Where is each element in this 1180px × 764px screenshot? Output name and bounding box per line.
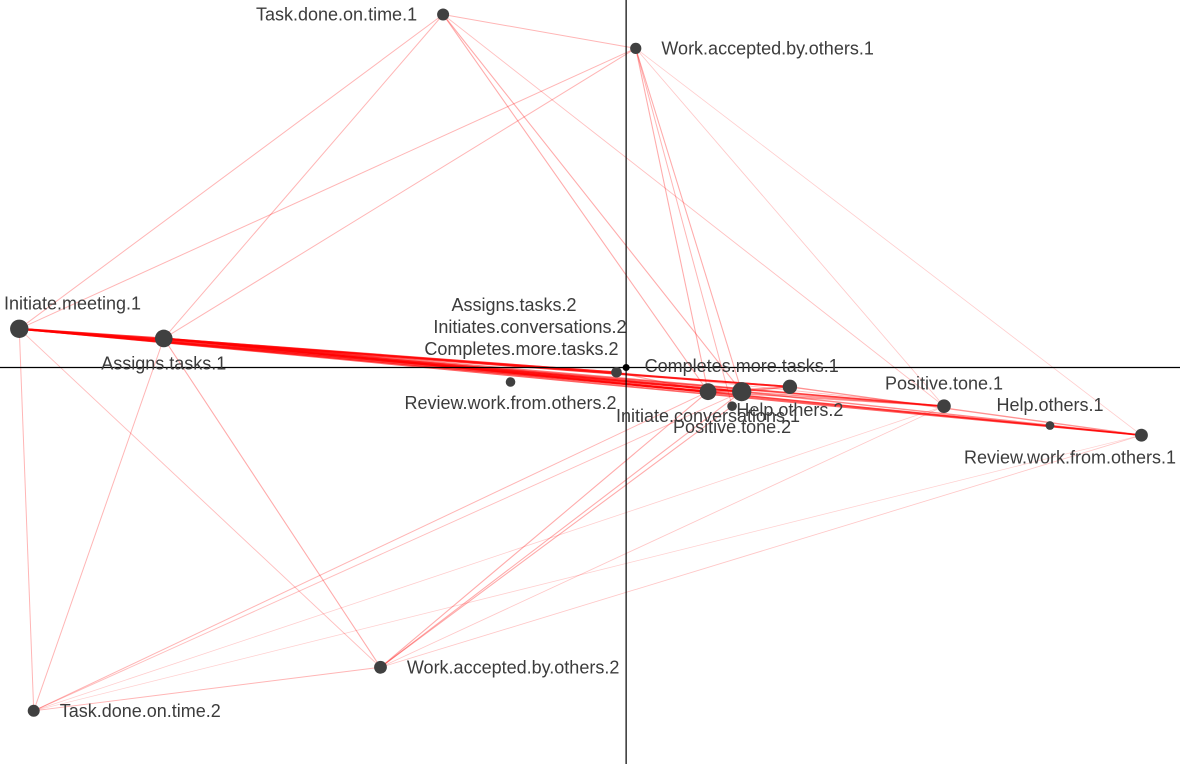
node-point <box>1135 428 1148 442</box>
node-label: Help.others.1 <box>996 395 1103 415</box>
edge-line <box>789 386 1142 436</box>
origin-point <box>622 363 630 371</box>
node-label: Task.done.on.time.1 <box>256 5 417 25</box>
edge-line <box>19 47 636 330</box>
edge-line <box>380 405 945 668</box>
edge-line <box>442 14 743 393</box>
edge-line <box>163 14 444 339</box>
node-label: Review.work.from.others.2 <box>404 393 616 413</box>
edge-line <box>635 48 709 392</box>
edge-line <box>33 434 1142 712</box>
node-label: Completes.more.tasks.2 <box>424 339 618 359</box>
edge-line <box>163 47 637 339</box>
edge-line <box>18 14 444 330</box>
node-point <box>937 399 951 413</box>
node-point <box>630 42 642 54</box>
node-label: Assigns.tasks.2 <box>451 295 576 315</box>
node-label: Task.done.on.time.2 <box>60 701 221 721</box>
edge-line <box>163 337 1142 437</box>
edge-line <box>163 337 617 374</box>
edge-line <box>18 328 381 668</box>
edge-line <box>380 391 709 668</box>
edge-line <box>33 391 742 712</box>
node-label: Initiates.conversations.2 <box>433 317 626 337</box>
node-label: Positive.tone.1 <box>885 373 1003 393</box>
edge-line <box>442 14 945 407</box>
edge-line <box>616 371 709 393</box>
node-point <box>732 382 752 402</box>
node-point <box>727 401 737 411</box>
edges-layer <box>18 14 1142 712</box>
edge-line <box>33 666 381 712</box>
edge-line <box>163 338 381 668</box>
node-point <box>374 660 387 674</box>
node-label: Work.accepted.by.others.1 <box>661 38 873 58</box>
edge-line <box>380 405 733 668</box>
node-label: Review.work.from.others.1 <box>964 448 1176 468</box>
node-point <box>1045 421 1055 430</box>
node-point <box>782 379 798 395</box>
edge-line <box>443 14 636 49</box>
edge-line <box>635 48 1142 436</box>
edge-line <box>741 390 1142 436</box>
edge-line <box>19 327 164 340</box>
edge-line <box>18 328 35 711</box>
edge-line <box>33 391 709 712</box>
labels-layer: Task.done.on.time.1 Work.accepted.by.othe… <box>4 5 1176 721</box>
node-label: Initiate.conversations.1 <box>616 406 800 426</box>
edge-line <box>33 338 165 711</box>
node-point <box>437 8 450 21</box>
edge-line <box>380 391 743 668</box>
edge-line <box>616 371 945 407</box>
node-label: Work.accepted.by.others.2 <box>407 657 619 677</box>
edge-line <box>380 434 1142 668</box>
node-label: Assigns.tasks.1 <box>101 353 226 373</box>
node-point <box>27 704 40 717</box>
edge-line <box>707 390 1142 436</box>
node-label: Positive.tone.2 <box>673 417 791 437</box>
node-label: Help.others.2 <box>736 400 843 420</box>
edge-line <box>33 405 945 712</box>
node-point <box>10 319 29 339</box>
node-label: Initiate.meeting.1 <box>4 294 141 314</box>
nodes-layer <box>10 8 1148 717</box>
edge-line <box>442 14 709 392</box>
edge-line <box>635 48 743 392</box>
edge-line <box>741 391 945 407</box>
edge-line <box>635 48 733 407</box>
edge-line <box>635 48 945 407</box>
node-label: Completes.more.tasks.1 <box>645 356 839 376</box>
node-point <box>505 377 516 387</box>
node-point <box>611 367 622 378</box>
node-point <box>699 383 717 401</box>
node-point <box>154 329 173 348</box>
edge-line <box>163 337 945 407</box>
